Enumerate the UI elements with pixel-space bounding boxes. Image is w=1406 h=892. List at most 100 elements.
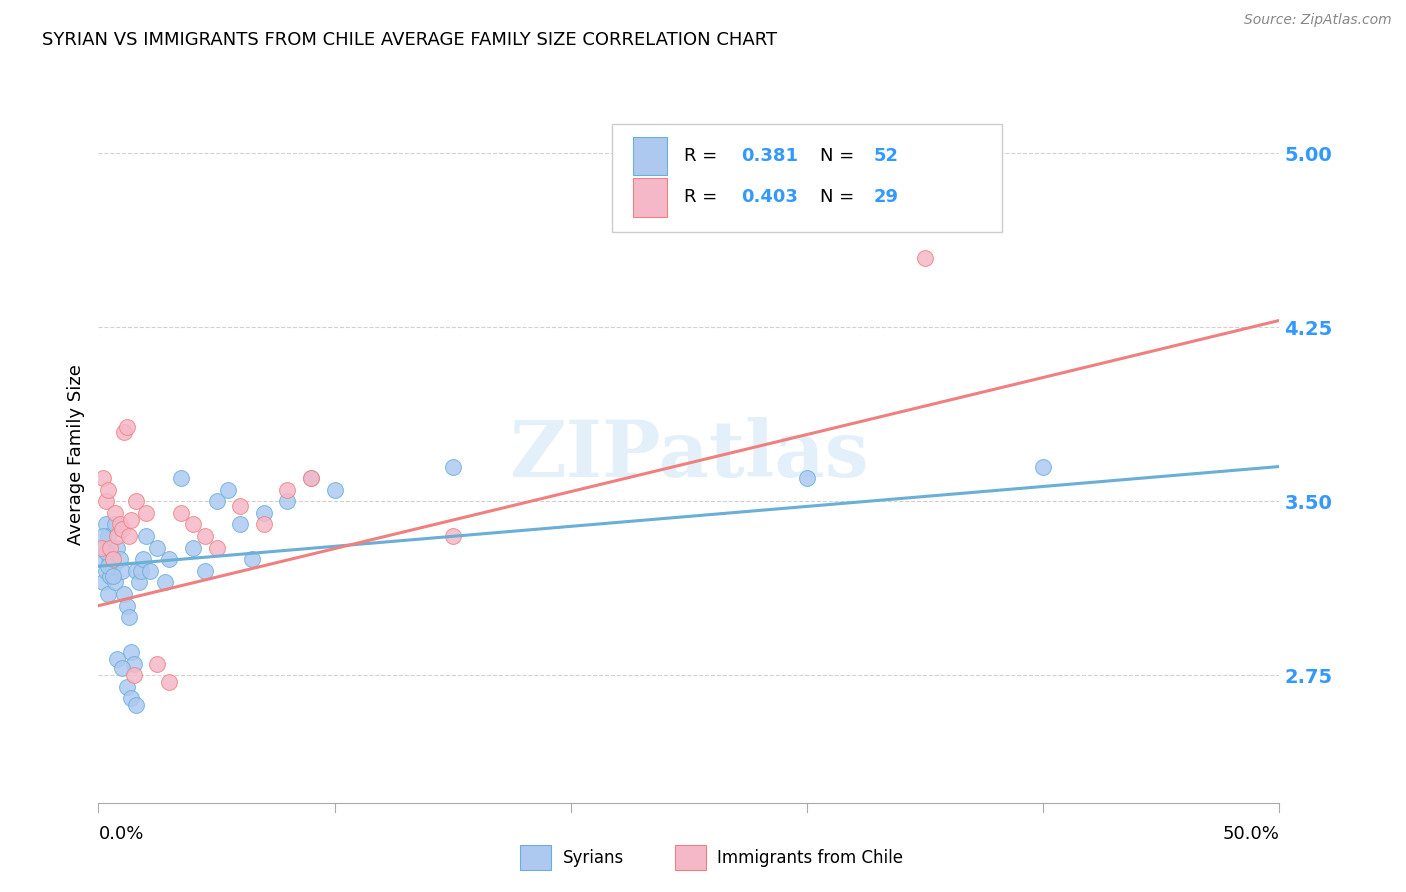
Point xyxy=(441,529,464,543)
Point xyxy=(121,691,143,706)
Text: N =: N = xyxy=(820,188,860,206)
Point xyxy=(94,517,117,532)
Point xyxy=(146,657,169,671)
Point xyxy=(205,494,228,508)
Point xyxy=(104,506,127,520)
Point xyxy=(153,575,176,590)
Point xyxy=(128,575,150,590)
Point xyxy=(129,564,152,578)
Point xyxy=(94,494,117,508)
Point xyxy=(135,506,157,520)
Text: 0.0%: 0.0% xyxy=(98,825,143,843)
Text: 52: 52 xyxy=(873,147,898,165)
Point xyxy=(118,610,141,624)
FancyBboxPatch shape xyxy=(634,178,666,217)
Point xyxy=(94,564,117,578)
Point xyxy=(97,587,120,601)
Point xyxy=(115,420,138,434)
Point xyxy=(105,529,128,543)
Point xyxy=(90,552,112,566)
Text: R =: R = xyxy=(685,188,723,206)
Point xyxy=(115,599,138,613)
Point xyxy=(135,529,157,543)
FancyBboxPatch shape xyxy=(634,136,666,175)
Point xyxy=(97,483,120,497)
Point xyxy=(101,568,124,582)
Point xyxy=(90,541,112,555)
Point xyxy=(118,529,141,543)
Point xyxy=(194,564,217,578)
Point xyxy=(125,564,148,578)
Point xyxy=(112,587,135,601)
Point xyxy=(170,471,193,485)
Point xyxy=(125,698,148,713)
Point xyxy=(111,522,134,536)
Text: SYRIAN VS IMMIGRANTS FROM CHILE AVERAGE FAMILY SIZE CORRELATION CHART: SYRIAN VS IMMIGRANTS FROM CHILE AVERAGE … xyxy=(42,31,778,49)
Point xyxy=(240,552,263,566)
Point xyxy=(217,483,239,497)
Text: Source: ZipAtlas.com: Source: ZipAtlas.com xyxy=(1244,13,1392,28)
Point xyxy=(276,483,298,497)
Text: ZIPatlas: ZIPatlas xyxy=(509,417,869,493)
Point xyxy=(229,499,252,513)
Text: 0.381: 0.381 xyxy=(741,147,799,165)
Point xyxy=(205,541,228,555)
Point xyxy=(914,251,936,265)
FancyBboxPatch shape xyxy=(612,124,1002,232)
Point xyxy=(796,471,818,485)
Point xyxy=(91,471,114,485)
Point xyxy=(253,517,276,532)
Text: 50.0%: 50.0% xyxy=(1223,825,1279,843)
Point xyxy=(181,541,204,555)
Point xyxy=(441,459,464,474)
Point xyxy=(299,471,322,485)
Text: N =: N = xyxy=(820,147,860,165)
Point xyxy=(98,552,121,566)
Point xyxy=(170,506,193,520)
Point xyxy=(299,471,322,485)
Point xyxy=(101,552,124,566)
Point xyxy=(111,661,134,675)
Point xyxy=(122,668,145,682)
Point xyxy=(121,645,143,659)
Point xyxy=(91,529,114,543)
Point xyxy=(112,425,135,439)
Point xyxy=(98,568,121,582)
Point xyxy=(108,552,131,566)
Point xyxy=(97,559,120,574)
Point xyxy=(98,541,121,555)
Point xyxy=(121,513,143,527)
Point xyxy=(125,494,148,508)
Point xyxy=(91,575,114,590)
Point xyxy=(157,552,180,566)
Point xyxy=(115,680,138,694)
Point xyxy=(105,541,128,555)
Point xyxy=(194,529,217,543)
Point xyxy=(101,559,124,574)
Text: Syrians: Syrians xyxy=(562,849,624,867)
Text: 0.403: 0.403 xyxy=(741,188,797,206)
Point xyxy=(157,675,180,690)
Point xyxy=(122,657,145,671)
Text: Immigrants from Chile: Immigrants from Chile xyxy=(717,849,903,867)
Point xyxy=(139,564,162,578)
Y-axis label: Average Family Size: Average Family Size xyxy=(66,365,84,545)
Point xyxy=(108,517,131,532)
Point xyxy=(181,517,204,532)
Text: R =: R = xyxy=(685,147,723,165)
Point xyxy=(323,483,346,497)
Point xyxy=(105,652,128,666)
Text: 29: 29 xyxy=(873,188,898,206)
Point xyxy=(229,517,252,532)
Point xyxy=(276,494,298,508)
Point xyxy=(91,541,114,555)
Point xyxy=(104,575,127,590)
Point xyxy=(104,517,127,532)
Point xyxy=(146,541,169,555)
Point xyxy=(111,564,134,578)
Point xyxy=(132,552,155,566)
Point xyxy=(253,506,276,520)
Point xyxy=(97,529,120,543)
Point xyxy=(94,545,117,559)
Point xyxy=(1032,459,1054,474)
